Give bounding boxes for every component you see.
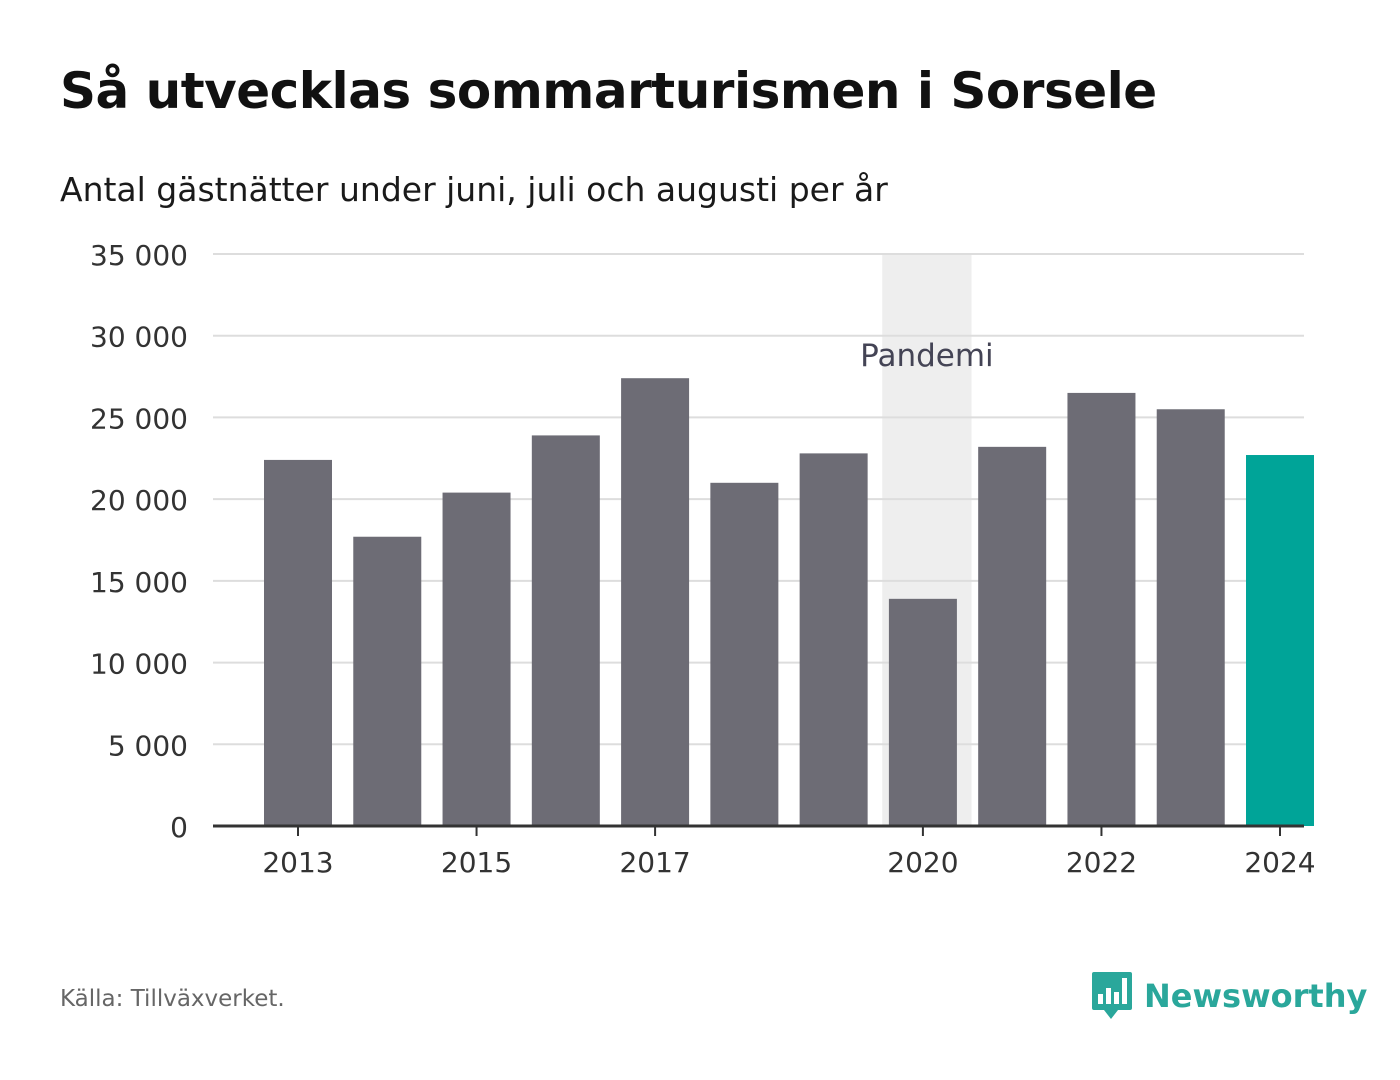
- y-tick-label: 10 000: [90, 648, 188, 681]
- bar-2019: [799, 453, 868, 826]
- x-tick-label: 2024: [1244, 846, 1315, 879]
- chart-title: Så utvecklas sommarturismen i Sorsele: [60, 62, 1157, 120]
- y-tick-label: 15 000: [90, 566, 188, 599]
- bar-2024: [1246, 455, 1314, 826]
- x-tick-label: 2015: [441, 846, 512, 879]
- band-label: Pandemi: [860, 338, 994, 374]
- x-tick-label: 2017: [619, 846, 690, 879]
- bar-2016: [531, 435, 600, 826]
- y-tick-label: 5 000: [108, 729, 188, 762]
- y-tick-label: 20 000: [90, 484, 188, 517]
- y-tick-label: 25 000: [90, 402, 188, 435]
- source-note: Källa: Tillväxverket.: [60, 986, 285, 1012]
- bar-2022: [1067, 392, 1136, 826]
- bar-2021: [978, 446, 1047, 826]
- bar-chart: Pandemi 0 5 000 10 000 15 000 20 000 25 000 30…: [90, 239, 1316, 879]
- brand-name: Newsworthy: [1144, 977, 1368, 1015]
- x-tick-label: 2020: [887, 846, 958, 879]
- bar-layer: [264, 378, 1314, 826]
- bar-2023: [1156, 409, 1225, 826]
- bar-chart-speech-bubble-icon: [1092, 972, 1132, 1019]
- bar-2017: [621, 378, 690, 826]
- y-tick-label: 0: [170, 811, 188, 844]
- brand-logo: Newsworthy: [1090, 970, 1367, 1022]
- bar-2018: [710, 482, 779, 826]
- chart-subtitle: Antal gästnätter under juni, juli och au…: [60, 170, 888, 209]
- bar-2020: [888, 598, 957, 826]
- x-tick-label: 2022: [1066, 846, 1137, 879]
- axis-layer: 2013 2015 2017 2020 2022 2024: [213, 824, 1316, 879]
- y-tick-label: 35 000: [90, 239, 188, 272]
- bar-2014: [353, 536, 422, 826]
- y-tick-label: 30 000: [90, 321, 188, 354]
- x-tick-label: 2013: [262, 846, 333, 879]
- bar-2015: [442, 492, 511, 826]
- bar-2013: [264, 459, 332, 826]
